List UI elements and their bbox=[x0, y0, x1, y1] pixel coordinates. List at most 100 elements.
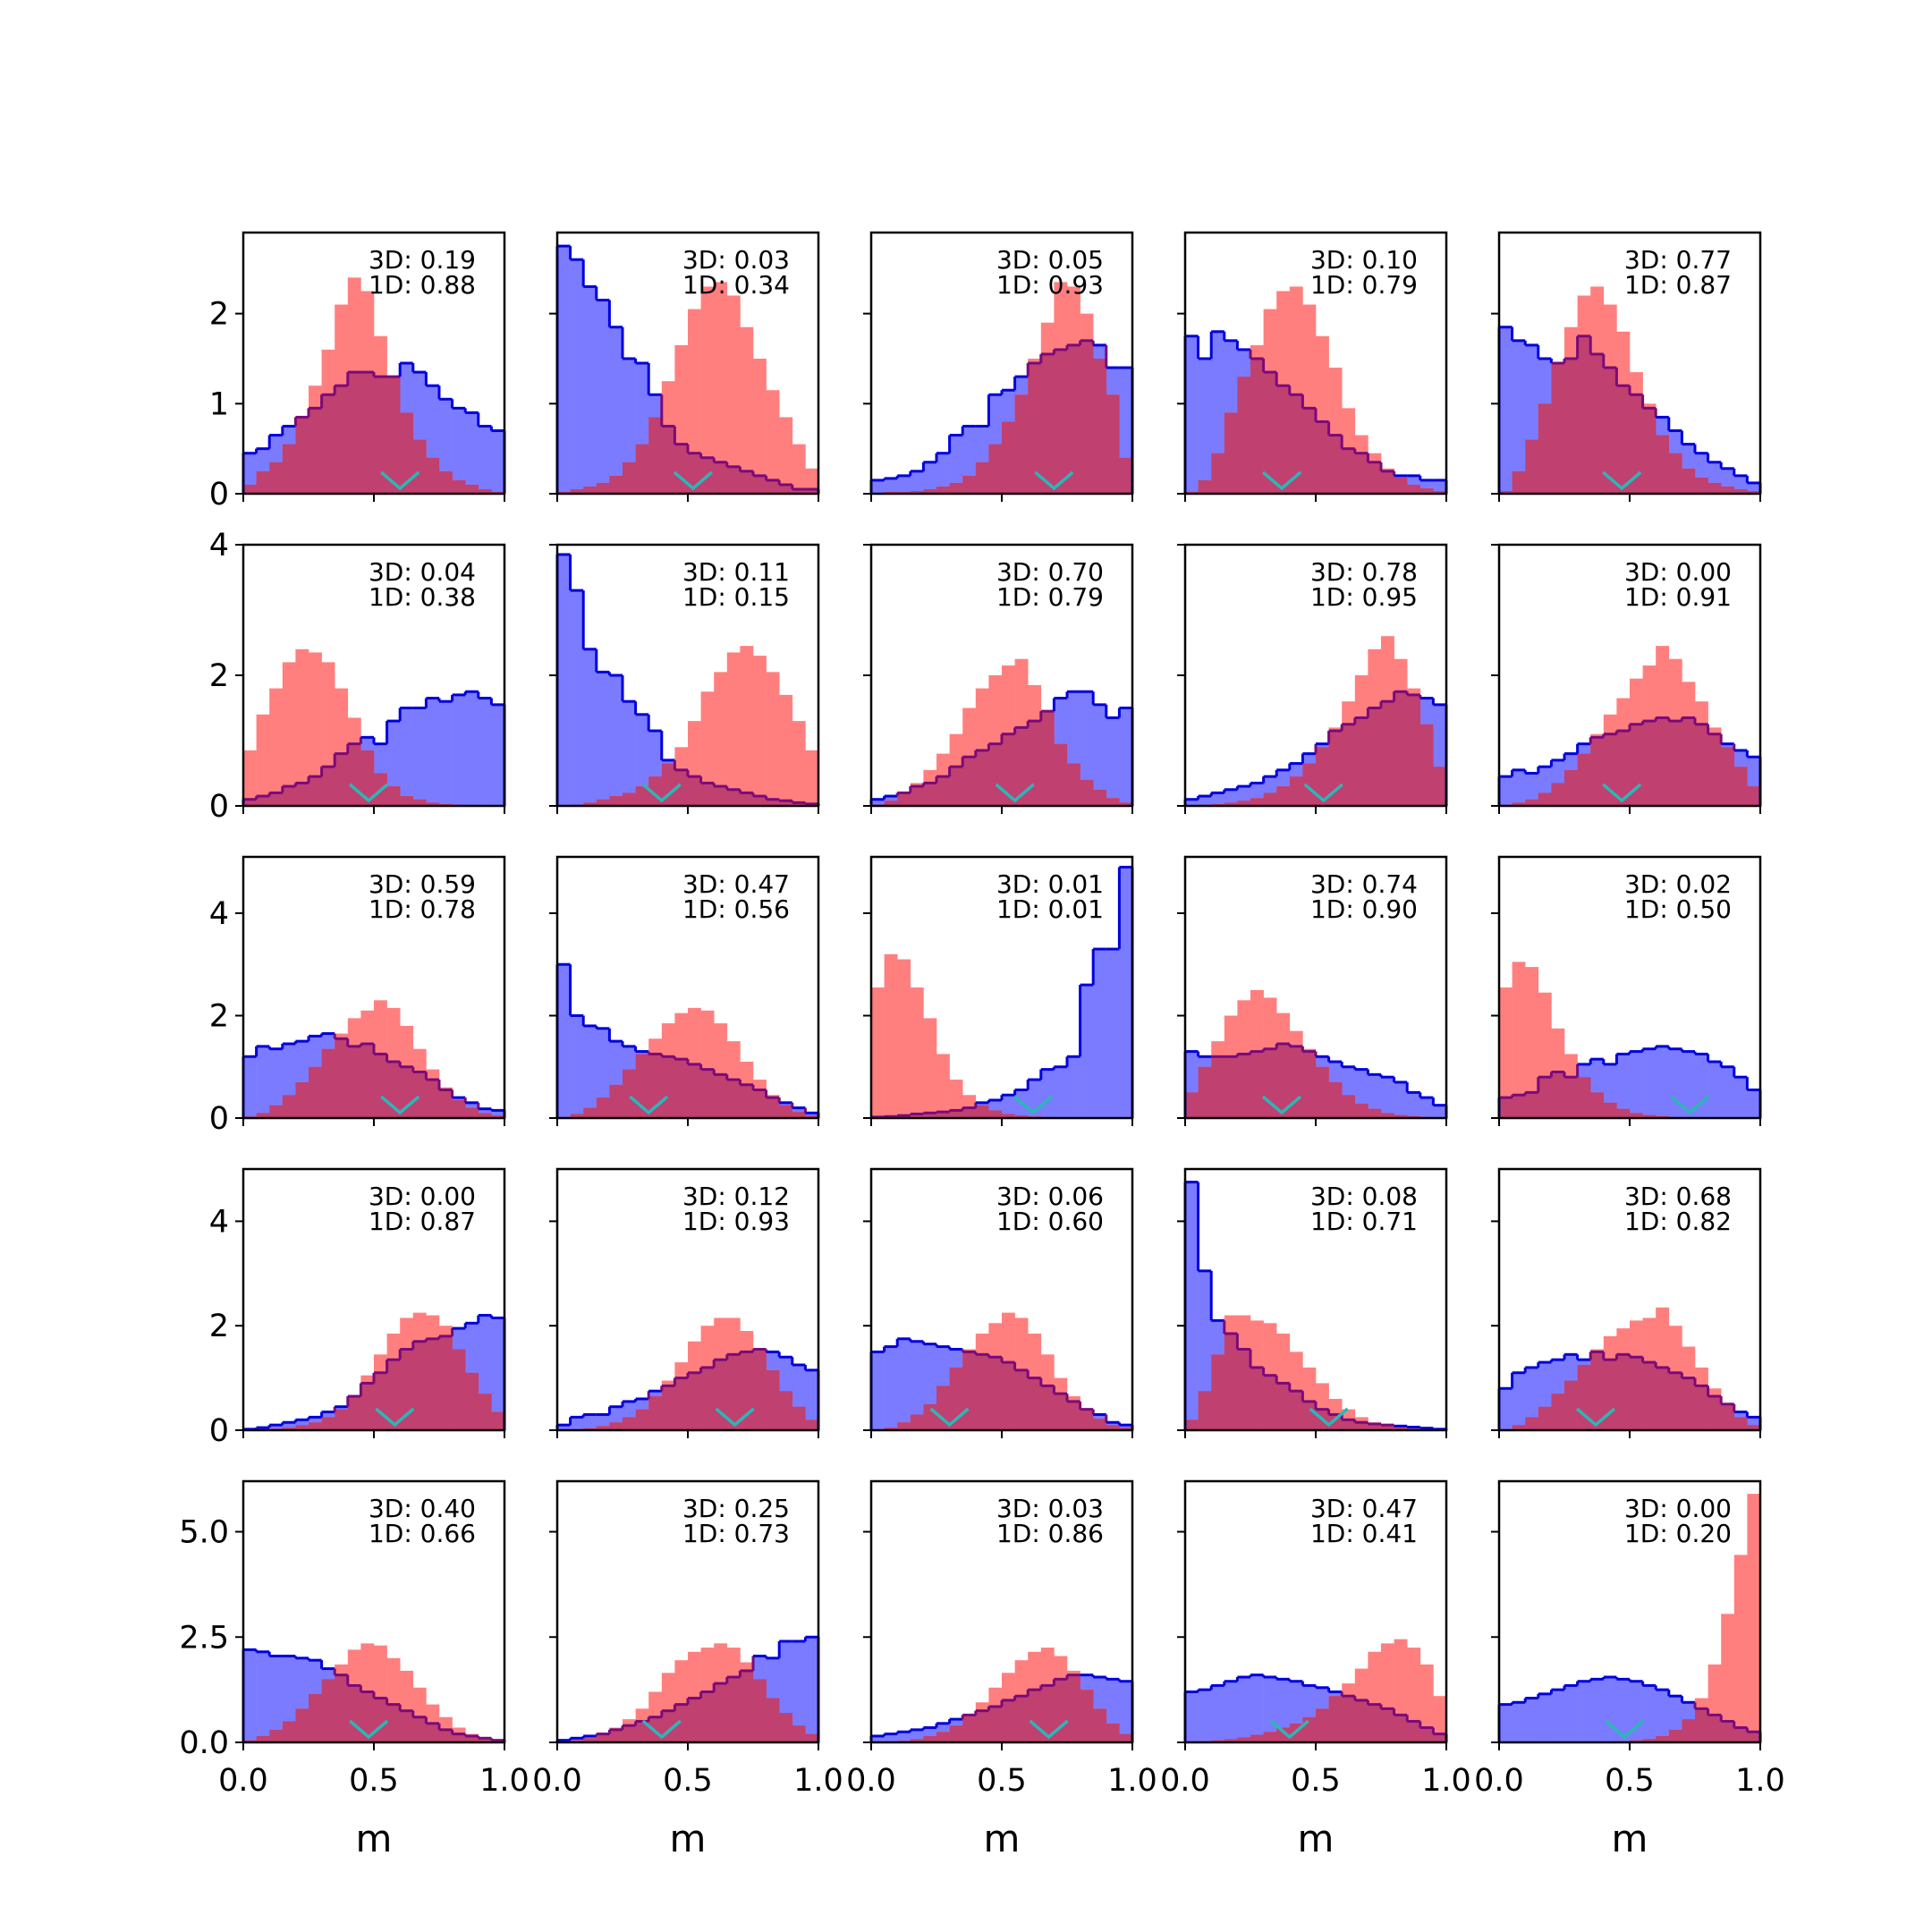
overlap-bar bbox=[412, 1716, 427, 1742]
x-tick-label: 1.0 bbox=[1735, 1763, 1785, 1799]
overlap-bar bbox=[753, 1349, 767, 1430]
overlap-bar bbox=[623, 1069, 636, 1118]
overlap-bar bbox=[609, 1422, 623, 1430]
blue-bar bbox=[491, 704, 505, 806]
blue-bar bbox=[1263, 1677, 1277, 1742]
overlap-bar bbox=[1577, 1077, 1591, 1118]
overlap-bar bbox=[1577, 335, 1591, 494]
ann-1d: 1D: 0.79 bbox=[1310, 270, 1418, 300]
overlap-bar bbox=[1538, 403, 1552, 494]
blue-bar bbox=[1525, 773, 1539, 806]
overlap-bar bbox=[282, 444, 296, 494]
blue-bar bbox=[243, 1649, 257, 1742]
overlap-bar bbox=[426, 1338, 440, 1430]
ann-1d: 1D: 0.95 bbox=[1310, 582, 1418, 612]
ann-3d: 3D: 0.19 bbox=[369, 245, 476, 275]
overlap-bar bbox=[1525, 439, 1539, 494]
blue-bar bbox=[1707, 1062, 1722, 1118]
overlap-bar bbox=[570, 488, 584, 494]
overlap-bar bbox=[309, 776, 322, 806]
red-bar bbox=[871, 987, 885, 1118]
overlap-bar bbox=[648, 1054, 663, 1118]
overlap-bar bbox=[1747, 786, 1761, 806]
median-marker bbox=[349, 783, 389, 803]
blue-bar bbox=[1185, 1182, 1199, 1430]
overlap-bar bbox=[596, 799, 610, 806]
blue-bar bbox=[1211, 1685, 1225, 1742]
ann-3d: 3D: 0.00 bbox=[1624, 1494, 1732, 1523]
overlap-bar bbox=[1106, 1425, 1120, 1430]
overlap-bar bbox=[386, 1704, 401, 1742]
overlap-bar bbox=[1733, 1727, 1748, 1742]
overlap-bar bbox=[439, 1335, 453, 1430]
overlap-bar bbox=[792, 488, 806, 494]
median-marker bbox=[1029, 1719, 1069, 1740]
ann-1d: 1D: 0.93 bbox=[682, 1207, 790, 1236]
ann-3d: 3D: 0.05 bbox=[996, 245, 1104, 275]
overlap-bar bbox=[726, 1354, 741, 1430]
overlap-bar bbox=[1119, 802, 1133, 806]
x-axis-label: m bbox=[984, 1817, 1021, 1860]
blue-bar bbox=[871, 479, 885, 494]
overlap-bar bbox=[975, 1354, 989, 1430]
ann-3d: 3D: 0.47 bbox=[682, 869, 790, 899]
ann-3d: 3D: 0.70 bbox=[996, 557, 1104, 587]
overlap-bar bbox=[753, 796, 767, 806]
x-axis-label: m bbox=[356, 1817, 393, 1860]
overlap-bar bbox=[1119, 457, 1133, 494]
overlap-bar bbox=[805, 1733, 819, 1742]
blue-bar bbox=[1040, 1069, 1055, 1118]
median-marker bbox=[1575, 1407, 1616, 1428]
ann-1d: 1D: 0.50 bbox=[1624, 894, 1732, 924]
overlap-bar bbox=[1394, 477, 1408, 494]
overlap-bar bbox=[1354, 453, 1368, 494]
overlap-bar bbox=[897, 792, 911, 806]
overlap-bar bbox=[347, 1046, 361, 1118]
ann-3d: 3D: 0.00 bbox=[369, 1182, 476, 1211]
overlap-bar bbox=[1250, 1734, 1264, 1742]
overlap-bar bbox=[1747, 490, 1761, 494]
overlap-bar bbox=[1237, 1054, 1251, 1118]
blue-bar bbox=[1590, 1679, 1605, 1742]
overlap-bar bbox=[623, 1725, 636, 1742]
blue-bar bbox=[1499, 1388, 1513, 1430]
overlap-bar bbox=[1733, 767, 1748, 806]
x-tick-label: 0.0 bbox=[846, 1763, 896, 1799]
red-bar bbox=[700, 691, 715, 806]
overlap-bar bbox=[1250, 358, 1264, 494]
overlap-bar bbox=[1590, 1352, 1605, 1430]
overlap-bar bbox=[1014, 1696, 1029, 1742]
overlap-bar bbox=[360, 750, 375, 806]
blue-bar bbox=[1668, 1048, 1682, 1118]
ann-3d: 3D: 0.02 bbox=[1624, 869, 1732, 899]
blue-bar bbox=[596, 1028, 610, 1118]
blue-bar bbox=[1080, 985, 1094, 1118]
overlap-bar bbox=[400, 796, 414, 806]
overlap-bar bbox=[1302, 408, 1317, 494]
overlap-bar bbox=[635, 1721, 649, 1742]
ann-1d: 1D: 0.56 bbox=[682, 894, 790, 924]
overlap-bar bbox=[400, 1710, 414, 1742]
overlap-bar bbox=[1538, 792, 1552, 806]
y-tick-label: 2 bbox=[209, 297, 229, 333]
overlap-bar bbox=[335, 1038, 349, 1118]
overlap-bar bbox=[962, 1107, 977, 1118]
overlap-bar bbox=[688, 1372, 701, 1430]
blue-bar bbox=[1106, 717, 1120, 806]
overlap-bar bbox=[740, 1084, 754, 1118]
overlap-bar bbox=[1407, 1721, 1421, 1742]
overlap-bar bbox=[923, 783, 937, 806]
overlap-bar bbox=[726, 466, 741, 494]
overlap-bar bbox=[1224, 1056, 1238, 1118]
overlap-bar bbox=[386, 786, 401, 806]
overlap-bar bbox=[635, 1054, 649, 1118]
red-bar bbox=[688, 309, 701, 494]
median-marker bbox=[380, 1095, 420, 1115]
overlap-bar bbox=[635, 444, 649, 494]
overlap-bar bbox=[1381, 1708, 1394, 1742]
overlap-bar bbox=[321, 1679, 335, 1742]
overlap-bar bbox=[360, 1691, 375, 1742]
